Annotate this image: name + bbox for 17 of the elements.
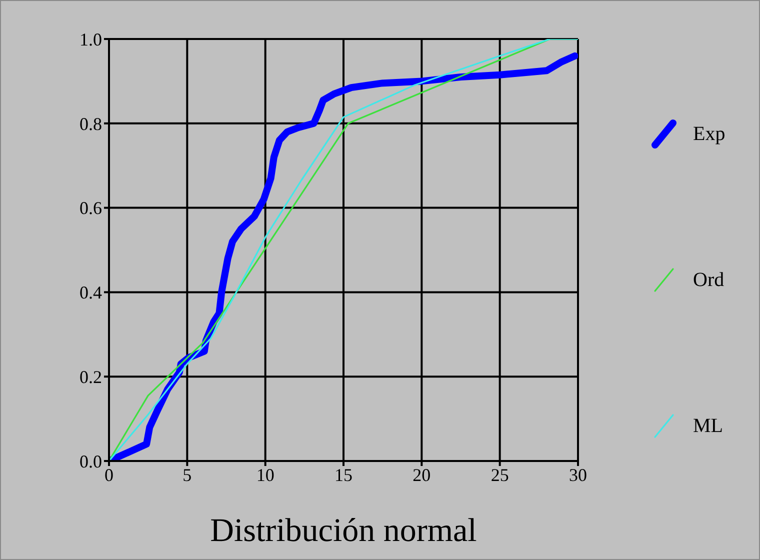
- x-tick-label: 20: [412, 464, 431, 485]
- y-tick-label: 0.0: [80, 451, 102, 472]
- legend-label: Exp: [693, 122, 726, 146]
- x-tick-label: 5: [182, 464, 192, 485]
- x-tick-label: 30: [569, 464, 587, 485]
- y-tick-label: 1.0: [80, 29, 102, 50]
- x-tick-label: 0: [104, 464, 114, 485]
- legend-label: ML: [693, 414, 723, 438]
- x-tick-label: 10: [256, 464, 274, 485]
- x-tick-label: 15: [334, 464, 352, 485]
- y-tick-label: 0.6: [80, 198, 102, 218]
- y-tick-label: 0.2: [80, 366, 102, 387]
- x-tick-label: 25: [490, 464, 509, 485]
- x-axis-title: Distribución normal: [210, 513, 477, 549]
- y-tick-label: 0.8: [80, 114, 102, 134]
- y-tick-label: 0.4: [80, 282, 102, 303]
- legend-label: Ord: [693, 268, 724, 292]
